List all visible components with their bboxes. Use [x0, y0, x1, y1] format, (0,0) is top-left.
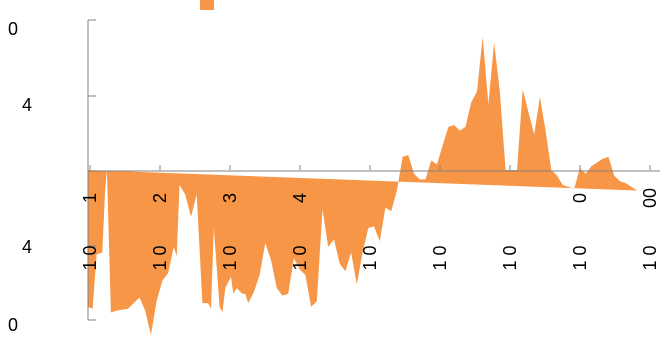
x-tick-label-bottom: 1 0	[150, 245, 170, 270]
x-tick-label-top: 4	[290, 193, 310, 203]
area-series	[88, 36, 638, 336]
x-tick-label-bottom: 1 0	[500, 245, 520, 270]
x-tick-label-bottom: 1 0	[220, 245, 240, 270]
x-tick-label-bottom: 1 0	[290, 245, 310, 270]
x-tick-label-top: 1	[80, 193, 100, 203]
y-tick-label-lower: 4	[22, 237, 32, 257]
x-tick-label-top: 3	[220, 193, 240, 203]
y-tick-label-bottom: 0	[8, 315, 18, 335]
x-tick-label-bottom: 1 0	[640, 245, 660, 270]
y-tick-label-top: 0	[8, 19, 18, 39]
x-tick-label-top: 2	[150, 193, 170, 203]
x-tick-label-bottom: 1 0	[430, 245, 450, 270]
y-tick-label-upper: 4	[22, 95, 32, 115]
x-axis-ticks: 1 1 0 2 1 0 3 1 0 4 1 0 1 0 1 0 1 0 0 1 0 00 1 0	[80, 165, 660, 271]
legend-swatch	[200, 0, 214, 10]
x-tick-label-top: 0	[570, 193, 590, 203]
x-tick-label-bottom: 1 0	[570, 245, 590, 270]
x-tick-label-bottom: 1 0	[80, 245, 100, 270]
x-tick-label-top: 00	[640, 188, 660, 208]
x-tick-label-bottom: 1 0	[360, 245, 380, 270]
